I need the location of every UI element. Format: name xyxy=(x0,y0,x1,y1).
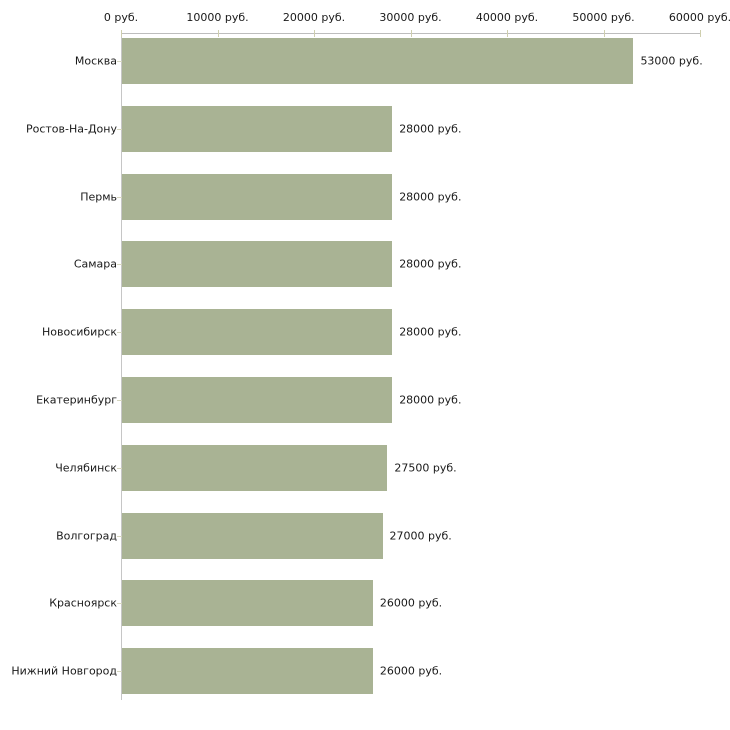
bar[interactable] xyxy=(122,173,393,220)
value-label: 28000 руб. xyxy=(399,325,462,339)
category-label: Челябинск xyxy=(55,461,117,475)
y-axis-tick xyxy=(117,128,122,130)
x-axis-tick xyxy=(314,30,315,37)
x-axis-tick-label: 10000 руб. xyxy=(186,11,249,24)
y-axis-tick xyxy=(117,467,122,469)
category-label: Екатеринбург xyxy=(36,393,117,407)
y-axis-tick xyxy=(117,196,122,198)
category-label: Волгоград xyxy=(56,529,117,543)
bar[interactable] xyxy=(122,241,393,288)
category-label: Москва xyxy=(74,54,117,68)
bar[interactable] xyxy=(122,377,393,423)
category-label: Самара xyxy=(73,257,117,271)
value-label: 26000 руб. xyxy=(379,664,443,678)
x-axis-tick-label: 60000 руб. xyxy=(668,11,730,24)
y-axis-tick xyxy=(117,264,122,266)
x-axis-tick xyxy=(700,30,701,37)
x-axis-tick-label: 40000 руб. xyxy=(475,11,539,24)
bar[interactable] xyxy=(122,38,634,84)
bar[interactable] xyxy=(122,648,373,695)
y-axis-tick xyxy=(117,535,122,537)
x-axis-tick-label: 20000 руб. xyxy=(282,11,346,24)
x-axis-tick xyxy=(121,30,122,37)
bar[interactable] xyxy=(122,444,388,491)
category-label: Пермь xyxy=(80,190,117,204)
y-axis-tick xyxy=(117,400,122,401)
value-label: 53000 руб. xyxy=(640,54,703,68)
category-label: Новосибирск xyxy=(41,325,117,339)
value-label: 28000 руб. xyxy=(399,393,462,407)
y-axis-tick xyxy=(117,61,122,62)
x-axis-tick-label: 0 руб. xyxy=(103,11,139,24)
value-label: 26000 руб. xyxy=(379,596,443,610)
category-label: Нижний Новгород xyxy=(11,664,117,678)
bar[interactable] xyxy=(122,512,383,559)
value-label: 27000 руб. xyxy=(389,529,452,543)
bar[interactable] xyxy=(122,105,393,152)
value-label: 28000 руб. xyxy=(399,190,462,204)
y-axis-tick xyxy=(117,332,122,334)
x-axis-tick xyxy=(410,30,412,37)
category-label: Красноярск xyxy=(49,596,117,610)
y-axis-tick xyxy=(117,603,122,605)
x-axis-tick xyxy=(217,30,219,37)
bar[interactable] xyxy=(122,580,373,627)
x-axis-tick xyxy=(603,30,605,37)
value-label: 27500 руб. xyxy=(394,461,457,475)
category-label: Ростов-На-Дону xyxy=(25,122,117,136)
y-axis-tick xyxy=(117,671,122,673)
x-axis-tick-label: 30000 руб. xyxy=(379,11,442,24)
value-label: 28000 руб. xyxy=(399,122,462,136)
bar[interactable] xyxy=(122,309,393,356)
x-axis-tick-label: 50000 руб. xyxy=(572,11,635,24)
value-label: 28000 руб. xyxy=(399,257,462,271)
y-axis-line xyxy=(121,33,122,700)
x-axis-tick xyxy=(507,30,508,37)
